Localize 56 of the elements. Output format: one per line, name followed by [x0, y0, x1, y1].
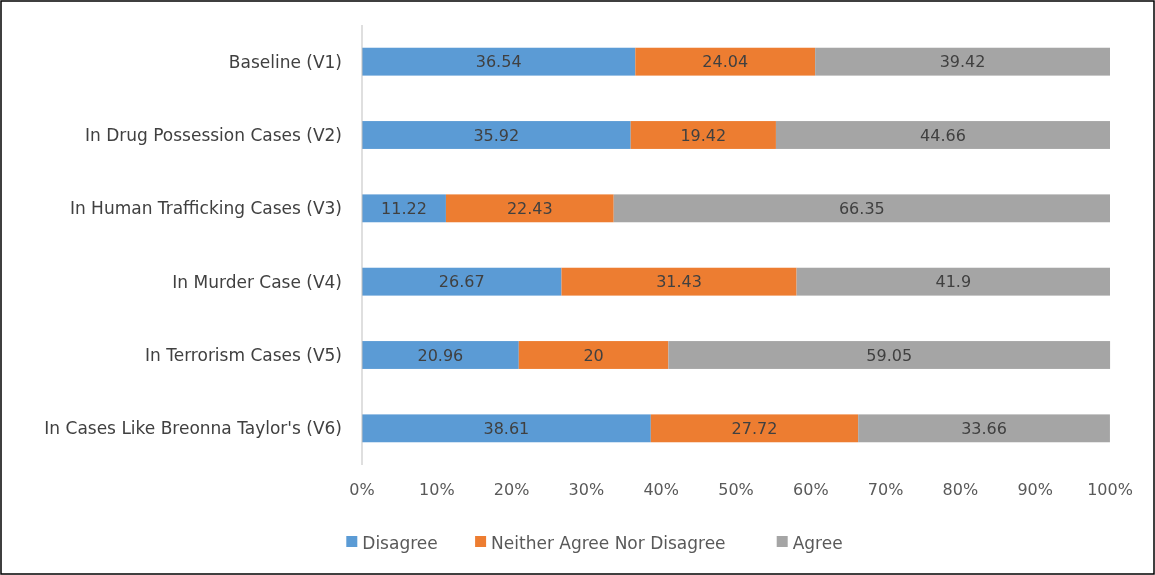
y-tick-label: In Murder Case (V4)	[172, 271, 342, 292]
data-label: 20.96	[417, 345, 464, 365]
bar	[613, 194, 1110, 223]
x-tick-label: 0%	[349, 480, 375, 499]
x-tick-label: 70%	[867, 480, 904, 499]
bar	[630, 121, 776, 149]
data-label: 24.04	[702, 52, 749, 72]
y-tick-label: In Cases Like Breonna Taylor's (V6)	[44, 418, 342, 439]
bar	[815, 47, 1110, 76]
data-label: 35.92	[473, 125, 520, 145]
data-label: 31.43	[656, 272, 702, 292]
data-label: 20	[583, 345, 604, 365]
bar	[518, 341, 669, 369]
x-tick-label: 40%	[643, 480, 679, 499]
x-tick-label: 60%	[793, 480, 829, 499]
x-tick-label: 90%	[1017, 480, 1053, 499]
bar	[362, 121, 631, 149]
legend-label: Neither Agree Nor Disagree	[491, 532, 726, 553]
data-label: 26.67	[438, 272, 485, 292]
bar	[650, 414, 859, 443]
data-label: 22.43	[506, 198, 553, 218]
data-label: 11.22	[381, 198, 427, 218]
y-tick-label: In Human Trafficking Cases (V3)	[69, 198, 342, 219]
y-tick-label: In Drug Possession Cases (V2)	[84, 124, 342, 145]
bar	[635, 47, 816, 76]
x-tick-label: 80%	[942, 480, 979, 499]
bar	[775, 121, 1110, 149]
y-tick-label: Baseline (V1)	[228, 51, 342, 72]
x-tick-label: 50%	[718, 480, 754, 499]
legend-label: Agree	[792, 532, 843, 553]
x-tick-label: 10%	[419, 480, 455, 499]
bar	[362, 414, 651, 443]
data-label: 66.35	[838, 198, 885, 218]
bar	[796, 267, 1110, 296]
data-label: 33.66	[961, 418, 1007, 438]
x-tick-label: 100%	[1087, 480, 1133, 499]
bar	[362, 267, 562, 296]
bar	[561, 267, 797, 296]
bar	[858, 414, 1110, 443]
data-label: 38.61	[483, 418, 530, 438]
data-label: 44.66	[920, 125, 966, 145]
bar	[362, 194, 446, 223]
data-label: 19.42	[680, 125, 727, 145]
bar	[362, 47, 636, 76]
bar	[445, 194, 614, 223]
data-label: 41.9	[935, 272, 972, 292]
bar	[362, 341, 519, 369]
x-tick-label: 20%	[493, 480, 530, 499]
data-label: 39.42	[939, 52, 986, 72]
y-tick-label: In Terrorism Cases (V5)	[145, 344, 342, 365]
data-label: 59.05	[866, 345, 913, 365]
data-label: 36.54	[475, 52, 522, 72]
x-tick-label: 30%	[568, 480, 605, 499]
bar	[668, 341, 1111, 369]
data-label: 27.72	[731, 418, 778, 438]
legend-label: Disagree	[362, 532, 438, 553]
